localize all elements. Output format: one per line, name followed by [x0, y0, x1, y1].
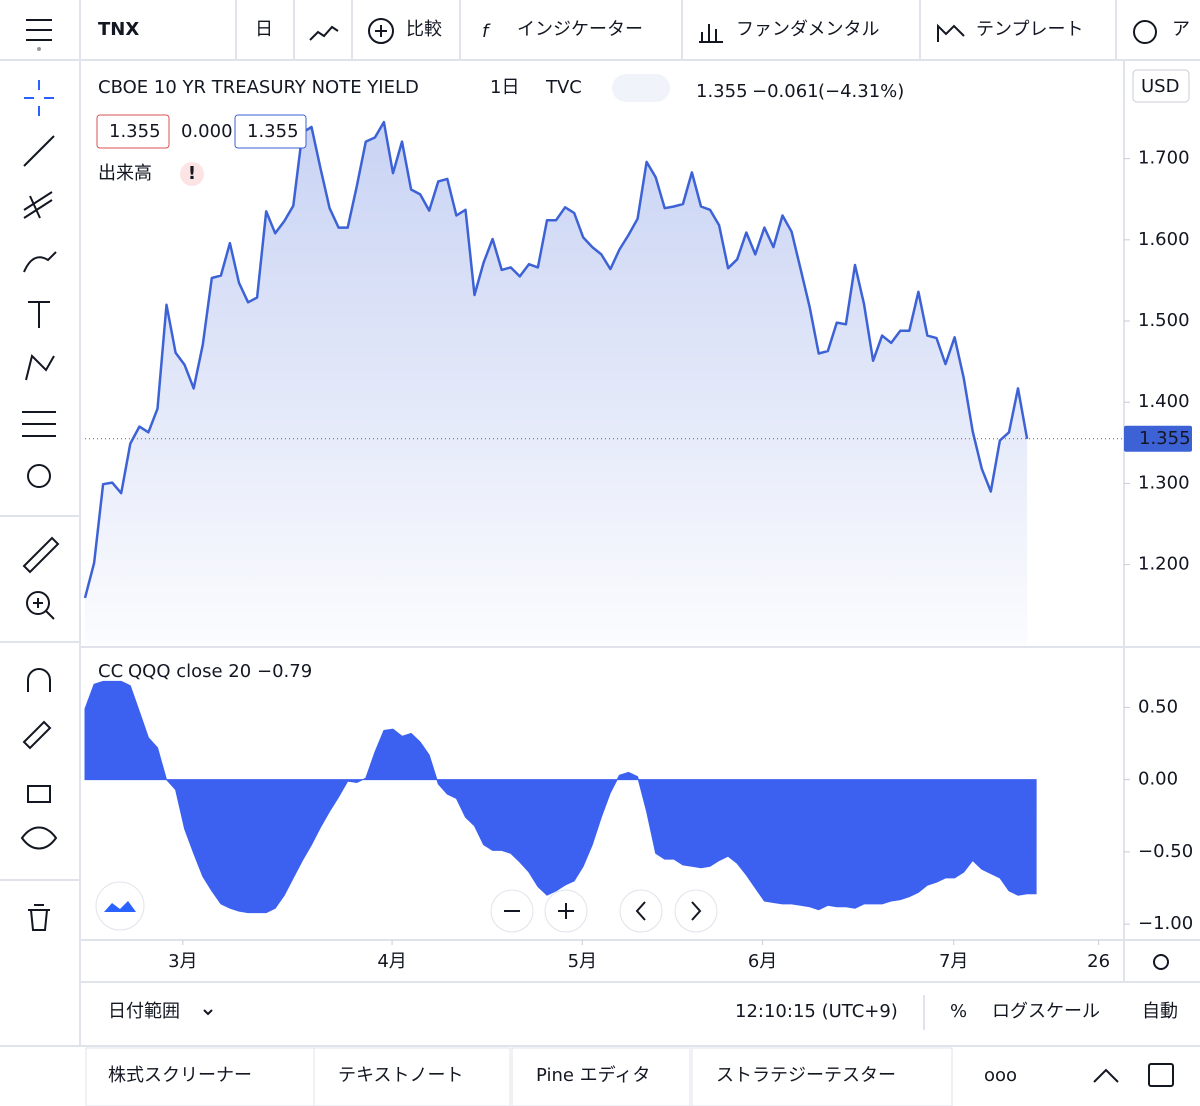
drawing-lock-tool[interactable] [22, 720, 52, 750]
symbol[interactable]: TNX [98, 19, 139, 40]
logo-button[interactable] [95, 881, 145, 931]
area-fill [85, 122, 1028, 646]
legend: CBOE 10 YR TREASURY NOTE YIELD 1日 TVC 1.… [95, 69, 1190, 970]
currency: USD [1141, 76, 1179, 97]
compare-icon[interactable] [368, 18, 394, 44]
tab[interactable] [85, 1047, 315, 1106]
bottom-tabs: ooo 株式スクリーナー テキストノート Pine エディタ ストラテジーテスター [85, 1047, 1174, 1106]
tab-label: テキストノート [338, 1065, 463, 1086]
top-toolbar: TNX 日 比較 f インジケーター ファンダメンタル テンプレート ア [0, 0, 1200, 1046]
tab[interactable] [511, 1047, 691, 1106]
price-line [83, 120, 1029, 599]
legend-change: −0.061 [752, 81, 819, 102]
scroll-left[interactable] [619, 889, 663, 933]
log-scale-button[interactable]: ログスケール [992, 1001, 1100, 1022]
fundamentals-icon[interactable] [699, 24, 723, 43]
tab[interactable] [313, 1047, 511, 1106]
percent-button[interactable]: % [950, 1001, 967, 1022]
lock-tool[interactable] [27, 785, 51, 803]
legend-change-pct: (−4.31%) [818, 81, 904, 102]
indicator-value: −0.79 [257, 661, 312, 682]
pattern-tool[interactable] [25, 354, 55, 381]
menu-button[interactable] [26, 19, 52, 51]
hide-tool[interactable] [20, 826, 58, 850]
zoom-tool[interactable] [26, 591, 50, 615]
last-price-label: 1.355 [1139, 428, 1191, 449]
zoom-controls [490, 889, 718, 933]
maximize-button[interactable] [1148, 1063, 1174, 1087]
warning-mark: ! [188, 163, 196, 184]
indicators-button[interactable]: インジケーター [517, 19, 643, 40]
spread: 0.000 [181, 121, 233, 142]
alert-icon[interactable] [1133, 20, 1157, 44]
collapse-button[interactable] [1093, 1068, 1119, 1083]
tab-label: Pine エディタ [536, 1065, 650, 1086]
tab-label: ストラテジーテスター [716, 1065, 896, 1086]
bid: 1.355 [109, 121, 161, 142]
y-tick-label: 1.400 [1138, 391, 1190, 412]
chart-type-icon[interactable] [309, 25, 339, 41]
bid-box[interactable] [96, 114, 170, 149]
y-tick-label: −0.50 [1138, 841, 1193, 862]
crosshair-tool[interactable] [24, 80, 54, 116]
chart-panes: 1.200 1.300 1.400 1.500 1.600 1.700 1.355 3月 4月 5… [80, 60, 1200, 983]
indicators-icon[interactable]: f [482, 21, 491, 42]
y-tick-label: 1.200 [1138, 554, 1190, 575]
prediction-tool[interactable] [22, 411, 56, 437]
auto-scale-button[interactable]: 自動 [1142, 1001, 1178, 1022]
compare-button[interactable]: 比較 [406, 19, 442, 40]
ruler-tool[interactable] [22, 536, 60, 574]
scroll-right[interactable] [674, 889, 718, 933]
trash-tool[interactable] [28, 904, 50, 931]
magnet-tool[interactable] [27, 668, 51, 692]
logo-icon [104, 901, 136, 912]
status-pill[interactable] [612, 74, 670, 102]
legend-price: 1.355 [696, 81, 748, 102]
last-price-tag [1124, 425, 1192, 452]
text-tool[interactable] [28, 301, 50, 328]
bottom-bar: 日付範囲 12:10:15 (UTC+9) % ログスケール 自動 [0, 995, 1200, 1047]
alert-button[interactable]: ア [1172, 19, 1190, 40]
y-tick-label: −1.00 [1138, 913, 1193, 934]
x-tick-label: 7月 [939, 951, 968, 972]
emoji-tool[interactable] [27, 464, 51, 488]
x-tick-label: 4月 [377, 951, 406, 972]
volume-warning[interactable] [180, 162, 204, 186]
y-tick-label: 0.50 [1138, 696, 1178, 717]
x-tick-label: 5月 [568, 951, 597, 972]
more-button[interactable]: ooo [984, 1065, 1017, 1086]
fundamentals-button[interactable]: ファンダメンタル [736, 19, 879, 40]
legend-interval: 1日 [490, 77, 519, 98]
y-tick-label: 1.500 [1138, 310, 1190, 331]
fib-tool[interactable] [23, 191, 53, 219]
y-tick-label: 0.00 [1138, 769, 1178, 790]
settings-button[interactable] [1153, 954, 1169, 970]
y-tick-label: 1.300 [1138, 472, 1190, 493]
tab[interactable] [691, 1047, 953, 1106]
volume-label: 出来高 [98, 163, 152, 184]
x-tick-label: 3月 [168, 951, 197, 972]
currency-button[interactable] [1132, 69, 1190, 103]
interval-button[interactable]: 日 [255, 19, 273, 40]
templates-icon[interactable] [937, 23, 965, 42]
brush-tool[interactable] [23, 251, 57, 273]
templates-button[interactable]: テンプレート [976, 19, 1083, 40]
clock: 12:10:15 (UTC+9) [735, 1001, 898, 1022]
left-toolbar [0, 80, 80, 931]
legend-exchange: TVC [545, 77, 582, 98]
tab-label: 株式スクリーナー [108, 1065, 252, 1086]
date-range-button[interactable]: 日付範囲 [108, 1001, 180, 1022]
x-tick-label: 26 [1087, 951, 1110, 972]
indicator-area [84, 680, 1037, 914]
ask: 1.355 [247, 121, 299, 142]
x-tick-label: 6月 [748, 951, 777, 972]
ask-box[interactable] [234, 114, 307, 149]
trend-line-tool[interactable] [23, 135, 55, 167]
indicator-params: QQQ close 20 [128, 661, 251, 682]
indicator-name: CC [98, 661, 123, 682]
symbol-name: CBOE 10 YR TREASURY NOTE YIELD [98, 77, 419, 98]
y-tick-label: 1.600 [1138, 229, 1190, 250]
y-tick-label: 1.700 [1138, 148, 1190, 169]
